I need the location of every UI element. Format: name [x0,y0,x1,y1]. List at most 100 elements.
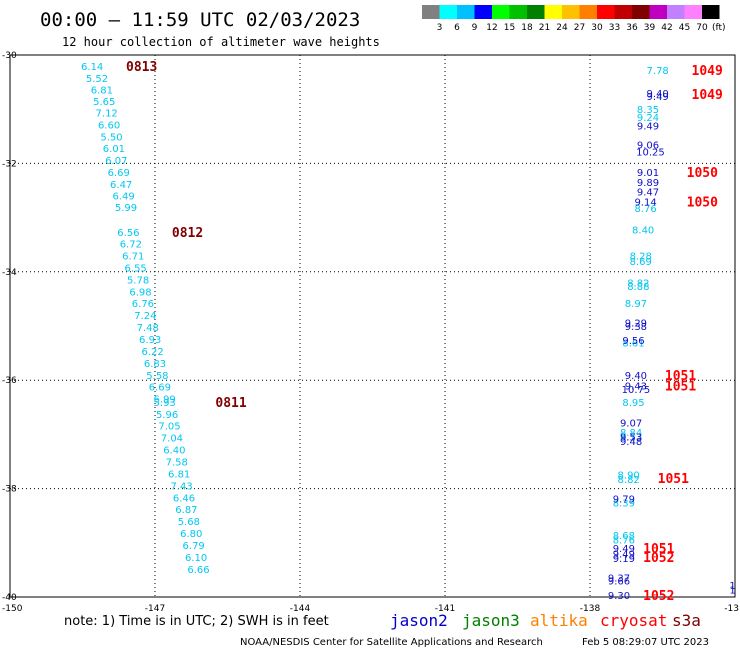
wave-height-value: 9.14 [634,197,656,208]
legend-swatch [562,5,580,19]
legend-tick-label: 30 [591,23,603,33]
wave-height-value: 10.75 [622,385,651,396]
wave-height-value: 9.49 [613,544,635,555]
wave-height-value: 8.69 [630,257,652,268]
wave-height-value: 6.81 [91,86,113,97]
wave-height-value: 8.76 [634,204,656,215]
wave-height-value: 9.79 [613,494,635,505]
wave-height-value: 8.76 [613,536,635,547]
wave-height-value: 1 [729,585,735,596]
pass-time-label: 1052 [643,551,674,566]
legend-tick-label: 42 [661,23,672,33]
wave-height-value: 6.80 [180,529,202,540]
satellite-name: jason3 [462,611,520,630]
legend-swatch [632,5,650,19]
pass-time-label: 0811 [215,396,246,411]
wave-height-value: 8.68 [613,531,635,542]
x-tick-label: -147 [145,604,165,614]
legend-tick-label: 39 [644,23,656,33]
legend-tick-label: 6 [454,23,460,33]
wave-height-value: 7.24 [134,311,156,322]
satellite-name: s3a [672,611,701,630]
legend-swatch [439,5,457,19]
y-tick-label: -32 [2,159,17,169]
wave-height-value: 6.99 [154,395,176,406]
wave-height-value: 5.78 [127,275,149,286]
x-tick-label: -144 [290,604,311,614]
wave-height-value: 6.49 [112,191,134,202]
wave-height-value: 6.79 [183,541,205,552]
wave-height-value: 9.53 [620,433,642,444]
pass-time-label: 0813 [126,60,157,75]
wave-height-value: 8.61 [622,338,644,349]
x-tick-label: -141 [435,604,455,614]
wave-height-value: 9.48 [620,437,642,448]
wave-height-value: 8.84 [620,428,642,439]
wave-height-value: 6.60 [98,120,120,131]
wave-height-value: 9.01 [637,168,659,179]
legend-swatch [422,5,440,19]
wave-height-value: 8.40 [632,226,654,237]
pass-time-label: 0812 [172,226,203,241]
credit-text: NOAA/NESDIS Center for Satellite Applica… [240,637,543,648]
wave-height-value: 7.43 [170,481,192,492]
legend-swatch [544,5,562,19]
legend-swatch [702,5,720,19]
pass-time-label: 1050 [687,195,718,210]
wave-height-value: 8.90 [618,471,640,482]
wave-height-value: 9.66 [608,577,630,588]
wave-height-value: 6.56 [117,228,139,239]
pass-time-label: 1051 [665,369,696,384]
wave-height-value: 8.97 [625,299,647,310]
wave-height-value: 5.96 [156,410,178,421]
wave-height-value: 7.04 [161,434,183,445]
legend-tick-label: 24 [556,23,568,33]
legend-tick-label: 21 [539,23,550,33]
wave-height-value: 9.89 [637,178,659,189]
wave-height-value: 9.24 [637,113,659,124]
footer-note: note: 1) Time is in UTC; 2) SWH is in fe… [64,614,329,629]
wave-height-value: 5.50 [100,132,122,143]
satellite-name: altika [530,611,588,630]
wave-height-value: 9.06 [637,140,659,151]
wave-height-value: 9.49 [647,92,669,103]
legend-tick-label: 70 [696,23,708,33]
legend-swatch [684,5,702,19]
wave-height-value: 9.38 [625,322,647,333]
wave-height-value: 6.66 [187,565,209,576]
wave-height-value: 9.40 [625,371,647,382]
wave-height-value: 7.58 [166,458,188,469]
legend-tick-label: 3 [437,23,443,33]
wave-height-value: 9.47 [637,188,659,199]
chart-subtitle: 12 hour collection of altimeter wave hei… [62,35,380,49]
satellite-name: jason2 [390,611,448,630]
plot-frame [9,54,736,598]
legend-swatch [527,5,545,19]
wave-height-value: 7.05 [158,422,180,433]
wave-height-value: 5.99 [115,203,137,214]
wave-height-value: 5.58 [146,371,168,382]
wave-height-points: 6.145.526.815.657.126.605.506.016.076.69… [81,62,736,602]
wave-height-value: 6.98 [129,287,151,298]
wave-height-value: 6.72 [120,240,142,251]
legend-tick-label: 15 [504,23,515,33]
pass-time-label: 1051 [658,472,689,487]
x-tick-label: -138 [580,604,601,614]
axis-ticks: -150 -147 -144 -141 -138 -13 -30 -32 -34 -36 -38 -4… [2,51,739,614]
wave-height-value: 6.46 [173,493,195,504]
pass-time-label: 1052 [643,589,674,604]
color-legend: 3 6 9 12 15 18 21 24 27 30 33 36 39 42 45 70 [422,5,720,33]
pass-time-label: 1051 [643,542,674,557]
wave-height-value: 6.71 [122,252,144,263]
legend-swatch [579,5,597,19]
y-tick-label: -36 [2,376,17,386]
wave-height-value: 6.14 [81,62,103,73]
wave-height-value: 6.76 [132,299,154,310]
wave-height-value: 9.49 [613,550,635,561]
wave-height-value: 8.82 [618,475,640,486]
y-tick-label: -38 [2,485,17,495]
legend-swatch [457,5,475,19]
legend-tick-label: 45 [679,23,690,33]
legend-tick-label: 18 [521,23,533,33]
